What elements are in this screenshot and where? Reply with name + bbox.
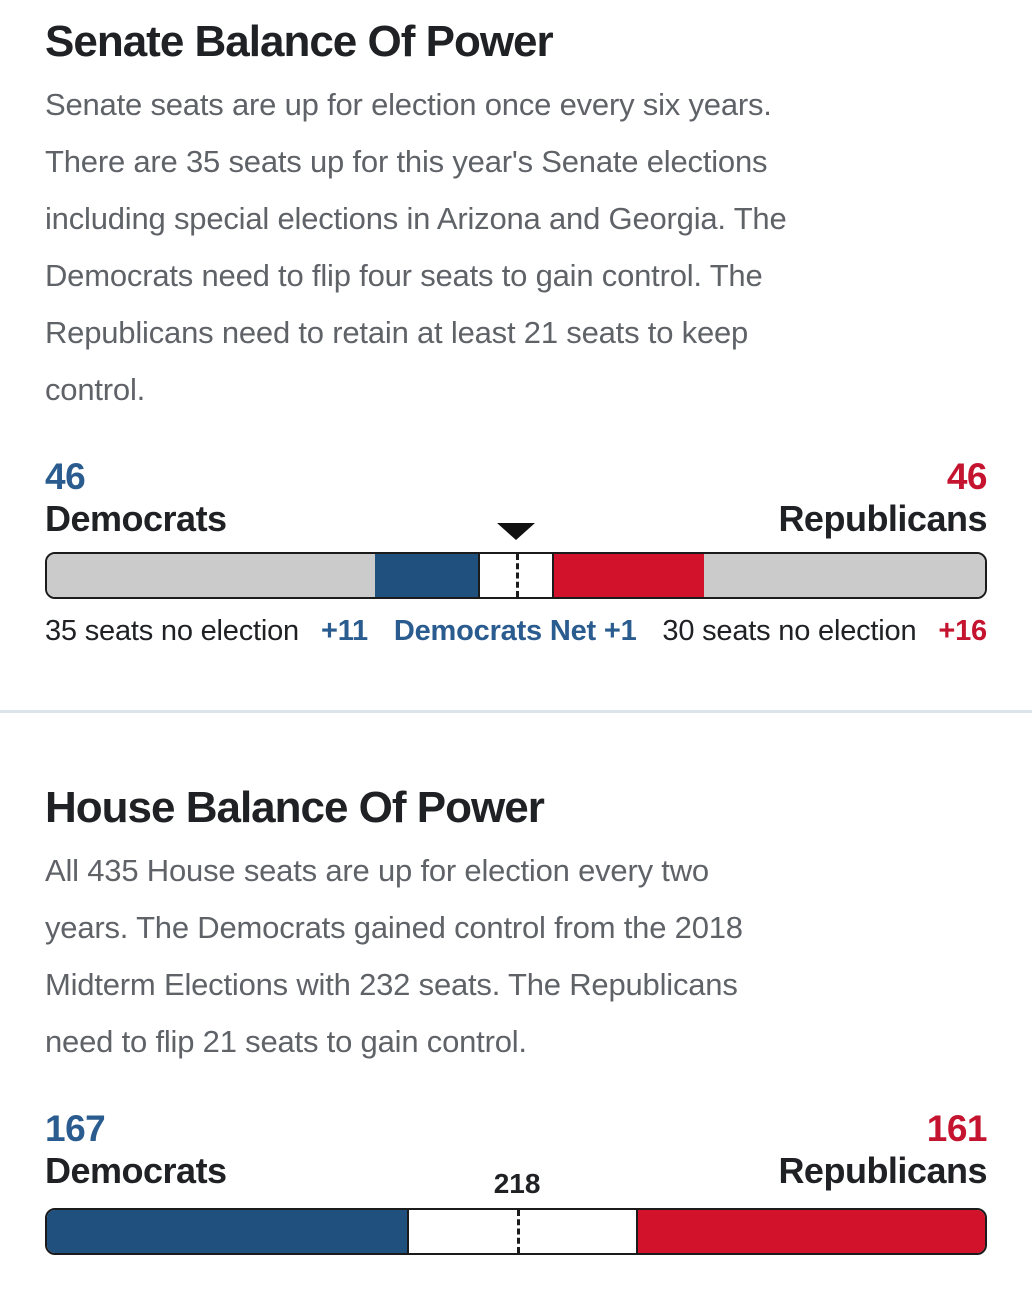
senate-right-notes: 30 seats no election +16 (662, 615, 987, 648)
senate-balance-chart: 46 Democrats 46 Republicans (45, 456, 987, 648)
senate-net-label: Democrats Net +1 (393, 615, 637, 647)
senate-bar (45, 552, 987, 599)
house-chart-header: 167 Democrats 161 Republicans (45, 1108, 987, 1192)
house-democrats-count: 167 (45, 1108, 106, 1149)
senate-democrats-summary: 46 Democrats (45, 456, 227, 540)
house-title: House Balance Of Power (45, 783, 545, 832)
house-republicans-label: Republicans (778, 1150, 987, 1191)
senate-democrats-label: Democrats (45, 498, 227, 539)
house-democrats-summary: 167 Democrats (45, 1108, 227, 1192)
senate-dem-gain-badge: +11 (320, 615, 368, 647)
senate-segment-rep-gains (553, 554, 704, 597)
house-section: House Balance Of Power All 435 House sea… (45, 784, 987, 1255)
majority-marker-arrow-icon (497, 523, 535, 540)
house-segment-undecided (407, 1210, 638, 1253)
senate-bar-wrapper (45, 523, 987, 599)
senate-chart-header: 46 Democrats 46 Republicans (45, 456, 987, 540)
house-majority-dashed-line (517, 1210, 521, 1253)
senate-bar-notes: 35 seats no election +11 Democrats Net +… (45, 615, 987, 648)
senate-segment-undecided (478, 554, 554, 597)
senate-section: Senate Balance Of Power Senate seats are… (45, 18, 987, 648)
senate-republicans-count: 46 (946, 456, 988, 497)
senate-majority-dashed-line (516, 554, 519, 597)
senate-description: Senate seats are up for election once ev… (45, 87, 787, 407)
senate-segment-dem-no-election (47, 554, 376, 597)
senate-segment-dem-gains (375, 554, 479, 597)
senate-democrats-count: 46 (45, 456, 86, 497)
senate-republicans-label: Republicans (778, 498, 987, 539)
house-bar (45, 1208, 987, 1255)
senate-title: Senate Balance Of Power (45, 17, 554, 66)
section-divider (0, 710, 1032, 713)
senate-rep-gain-badge: +16 (938, 615, 987, 647)
senate-left-notes: 35 seats no election +11 (45, 615, 368, 648)
senate-segment-rep-no-election (703, 554, 985, 597)
senate-right-note: 30 seats no election (662, 615, 917, 647)
senate-republicans-summary: 46 Republicans (778, 456, 987, 540)
house-bar-wrapper: 218 (45, 1168, 987, 1255)
senate-left-note: 35 seats no election (45, 615, 299, 647)
house-democrats-label: Democrats (45, 1150, 227, 1191)
house-republicans-count: 161 (926, 1108, 988, 1149)
house-republicans-summary: 161 Republicans (778, 1108, 987, 1192)
house-balance-chart: 167 Democrats 161 Republicans 218 (45, 1108, 987, 1255)
page: Senate Balance Of Power Senate seats are… (0, 18, 1032, 1255)
house-majority-count: 218 (493, 1168, 541, 1199)
house-description: All 435 House seats are up for election … (45, 853, 743, 1059)
house-segment-republicans (637, 1210, 985, 1253)
house-segment-democrats (47, 1210, 408, 1253)
